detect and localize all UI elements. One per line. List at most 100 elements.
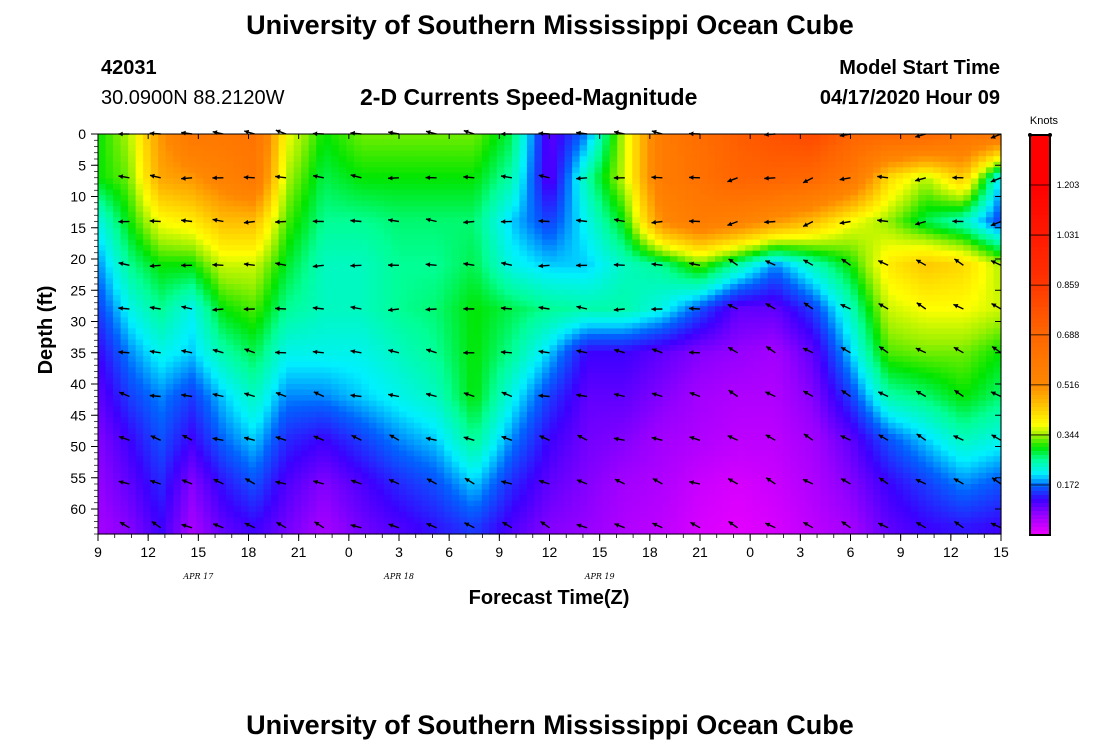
heat-cell <box>730 256 739 263</box>
heat-cell <box>444 167 453 174</box>
heat-cell <box>639 267 648 274</box>
heat-cell <box>865 322 874 330</box>
heat-cell <box>985 334 995 341</box>
heat-cell <box>624 311 633 318</box>
heat-cell <box>496 345 505 352</box>
heat-cell <box>715 272 724 280</box>
heat-cell <box>481 289 490 296</box>
heat-cell <box>534 217 543 224</box>
heat-cell <box>602 239 611 246</box>
heat-cell <box>459 161 468 168</box>
heat-cell <box>594 245 603 252</box>
heat-cell <box>323 345 332 352</box>
heat-cell <box>481 134 490 141</box>
heat-cell <box>399 278 408 285</box>
heat-cell <box>797 350 806 357</box>
heat-cell <box>376 334 385 341</box>
heat-cell <box>993 345 1002 352</box>
heat-cell <box>858 145 867 152</box>
heat-cell <box>955 178 964 185</box>
heat-cell <box>376 317 385 324</box>
heat-cell <box>895 256 904 263</box>
heat-cell <box>617 345 626 352</box>
heat-cell <box>692 239 701 246</box>
heat-cell <box>549 195 558 202</box>
heat-cell <box>429 195 438 202</box>
heat-cell <box>662 245 671 252</box>
heat-cell <box>925 356 934 363</box>
heat-cell <box>617 278 626 285</box>
heat-cell <box>970 172 980 180</box>
heat-cell <box>760 306 769 313</box>
heat-cell <box>842 339 852 346</box>
heat-cell <box>948 272 957 280</box>
heat-cell <box>609 134 618 141</box>
heat-cell <box>286 361 295 368</box>
heat-cell <box>158 256 167 263</box>
heat-cell <box>421 284 430 291</box>
heat-cell <box>143 234 152 241</box>
heat-cell <box>797 184 806 191</box>
heat-cell <box>609 256 618 263</box>
heat-cell <box>346 345 355 352</box>
heat-cell <box>128 284 137 291</box>
heat-cell <box>263 239 272 246</box>
heat-cell <box>858 256 867 263</box>
heat-cell <box>120 356 129 363</box>
heat-cell <box>383 350 393 357</box>
heat-cell <box>143 134 152 141</box>
heat-cell <box>820 311 829 318</box>
heat-cell <box>368 239 378 246</box>
heat-cell <box>737 328 746 335</box>
heat-cell <box>323 245 332 252</box>
heat-cell <box>233 300 242 307</box>
heat-cell <box>978 156 987 163</box>
heat-cell <box>955 334 964 341</box>
heat-cell <box>511 206 521 213</box>
heat-cell <box>271 167 280 174</box>
heat-cell <box>496 234 505 241</box>
heat-cell <box>346 278 355 285</box>
heat-cell <box>406 178 415 185</box>
heat-cell <box>850 195 859 202</box>
heat-cell <box>730 317 739 324</box>
heat-cell <box>323 278 332 285</box>
heat-cell <box>519 206 528 213</box>
heat-cell <box>790 322 799 330</box>
heat-cell <box>113 167 122 174</box>
heat-cell <box>737 222 746 230</box>
heat-cell <box>534 306 543 313</box>
heat-cell <box>188 222 197 230</box>
heat-cell <box>858 339 867 346</box>
heat-cell <box>594 339 603 346</box>
heat-cell <box>918 284 927 291</box>
heat-cell <box>135 334 144 341</box>
heat-cell <box>180 234 189 241</box>
heat-cell <box>632 278 641 285</box>
heat-cell <box>835 172 844 180</box>
heat-cell <box>218 150 227 157</box>
heat-cell <box>654 334 663 341</box>
heat-cell <box>579 361 588 368</box>
heat-cell <box>835 317 844 324</box>
heat-cell <box>624 145 633 152</box>
heat-cell <box>647 250 656 257</box>
heat-cell <box>903 234 912 241</box>
heat-cell <box>752 172 761 180</box>
heat-cell <box>353 256 362 263</box>
heat-cell <box>436 267 445 274</box>
heat-cell <box>399 300 408 307</box>
heat-cell <box>143 139 152 146</box>
heat-cell <box>572 239 581 246</box>
heat-cell <box>451 222 460 230</box>
heat-cell <box>835 272 844 280</box>
heat-cell <box>873 345 882 352</box>
heat-cell <box>368 256 378 263</box>
heat-cell <box>195 256 204 263</box>
heat-cell <box>286 200 295 207</box>
heat-cell <box>715 145 724 152</box>
heat-cell <box>489 267 498 274</box>
heat-cell <box>135 134 144 141</box>
heat-cell <box>654 228 663 235</box>
heat-cell <box>587 317 596 324</box>
